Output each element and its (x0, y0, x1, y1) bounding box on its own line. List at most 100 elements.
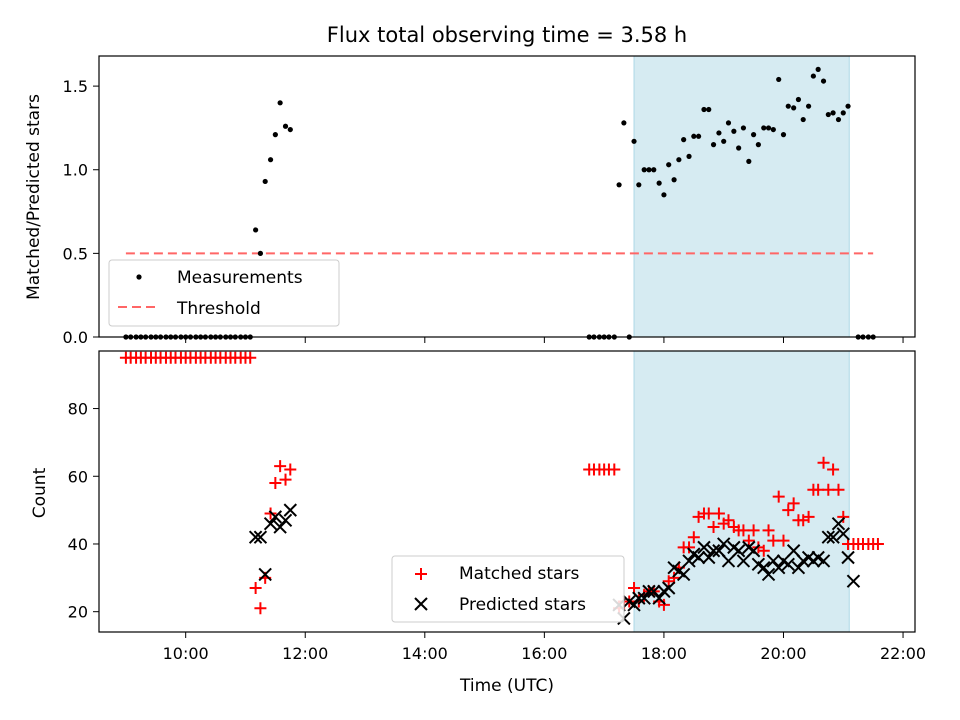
measurement-point (651, 167, 657, 173)
measurement-point (671, 177, 677, 183)
measurement-point (686, 153, 692, 159)
measurement-point (716, 130, 722, 136)
legend-bottom: Matched stars Predicted stars (391, 555, 625, 623)
predicted-stars-point (258, 567, 272, 582)
y-tick-label: 0.5 (63, 244, 88, 263)
measurement-point (287, 126, 293, 133)
y-tick-label: 60 (68, 467, 88, 486)
predicted-stars-point (841, 550, 855, 565)
matched-stars-point (737, 524, 750, 537)
matched-stars-point (608, 463, 621, 476)
matched-stars-point (787, 497, 800, 510)
predicted-stars-point (826, 530, 840, 544)
y-tick-label: 20 (68, 603, 88, 622)
observing-window-shade-bottom (633, 350, 850, 633)
measurement-point (740, 125, 747, 131)
observing-window-shade-top (633, 55, 850, 338)
measurement-point (820, 78, 827, 84)
matched-stars-point (244, 351, 257, 364)
y-ticks-bottom: 20 40 60 80 (68, 400, 99, 622)
measurement-point (791, 105, 797, 111)
predicted-stars-point (791, 560, 806, 575)
x-tick-label: 22:00 (880, 644, 926, 663)
measurement-point (636, 182, 642, 188)
predicted-stars-point (248, 530, 263, 544)
predicted-stars-point (721, 554, 736, 568)
legend-threshold-label: Threshold (176, 299, 261, 319)
matched-stars-point (757, 544, 770, 557)
panel-bottom: 10:00 12:00 14:00 16:00 18:00 20:00 22:00 20 40… (30, 350, 926, 696)
matched-stars-point (822, 483, 835, 496)
matched-stars-point (762, 524, 775, 537)
measurement-point (257, 250, 264, 256)
matched-stars-point (722, 514, 735, 527)
measurement-point (621, 120, 627, 126)
measurement-point (676, 157, 682, 163)
measurement-point (267, 157, 274, 163)
plot-frame-bottom (98, 350, 916, 633)
predicted-stars-point (702, 550, 716, 565)
matched-stars-point (702, 507, 715, 520)
matched-stars-point (707, 521, 720, 534)
matched-stars-point (274, 460, 287, 473)
predicted-stars-point (278, 513, 293, 527)
predicted-stars-point (731, 544, 746, 558)
predicted-stars-point (757, 560, 771, 575)
measurement-point (262, 178, 268, 185)
y-axis-label-bottom: Count (30, 467, 50, 518)
matched-stars-point (279, 473, 292, 486)
matched-stars-point (832, 483, 845, 496)
predicted-stars-point (821, 530, 836, 544)
predicted-stars-point (816, 554, 831, 568)
measurement-point (815, 66, 821, 72)
legend-box-top (108, 259, 340, 327)
matched-stars-point (777, 534, 790, 547)
y-tick-label: 40 (68, 535, 88, 554)
predicted-stars-point (736, 554, 751, 568)
matched-stars-point (782, 504, 795, 517)
measurement-point (785, 103, 791, 109)
matched-stars-point (767, 534, 780, 547)
matched-stars-point (772, 490, 785, 503)
measurement-point (681, 137, 687, 143)
matched-stars-point (747, 524, 760, 537)
predicted-stars-point (283, 503, 298, 517)
legend-box-bottom (391, 555, 625, 623)
matched-stars-point (817, 456, 830, 469)
measurement-point (706, 106, 712, 113)
predicted-stars-point (846, 574, 861, 588)
predicted-stars-point (263, 516, 278, 531)
matched-stars-point (683, 541, 696, 554)
chart-title: Flux total observing time = 3.58 h (327, 23, 687, 47)
predicted-stars-point (781, 557, 795, 571)
measurement-point (750, 132, 757, 138)
matched-stars-point (802, 510, 815, 523)
measurement-point (272, 132, 278, 138)
measurement-point (755, 142, 761, 148)
measurement-point (830, 110, 836, 116)
matched-stars-point (284, 463, 297, 476)
y-ticks-top: 0.0 0.5 1.0 1.5 (63, 77, 99, 347)
legend-predicted-marker (414, 597, 428, 611)
matched-stars-point (812, 483, 825, 496)
measurement-point (736, 145, 742, 151)
measurement-point (845, 103, 851, 109)
measurement-point (616, 182, 622, 188)
predicted-stars-point (642, 584, 656, 599)
measurement-point (776, 76, 782, 83)
measurement-point (641, 167, 647, 173)
legend-measurements-marker (136, 274, 142, 280)
matched-stars-point (657, 598, 670, 611)
measurement-point (810, 73, 816, 79)
predicted-stars-point (253, 530, 268, 544)
x-tick-label: 10:00 (163, 644, 209, 663)
x-tick-label: 14:00 (402, 644, 448, 663)
matched-stars-point (837, 510, 850, 523)
predicted-stars-point (771, 560, 786, 575)
x-tick-label: 18:00 (641, 644, 687, 663)
predicted-stars-point (268, 510, 283, 524)
predicted-stars-point (682, 554, 696, 568)
predicted-stars-point (706, 544, 721, 558)
x-tick-label: 16:00 (521, 644, 567, 663)
